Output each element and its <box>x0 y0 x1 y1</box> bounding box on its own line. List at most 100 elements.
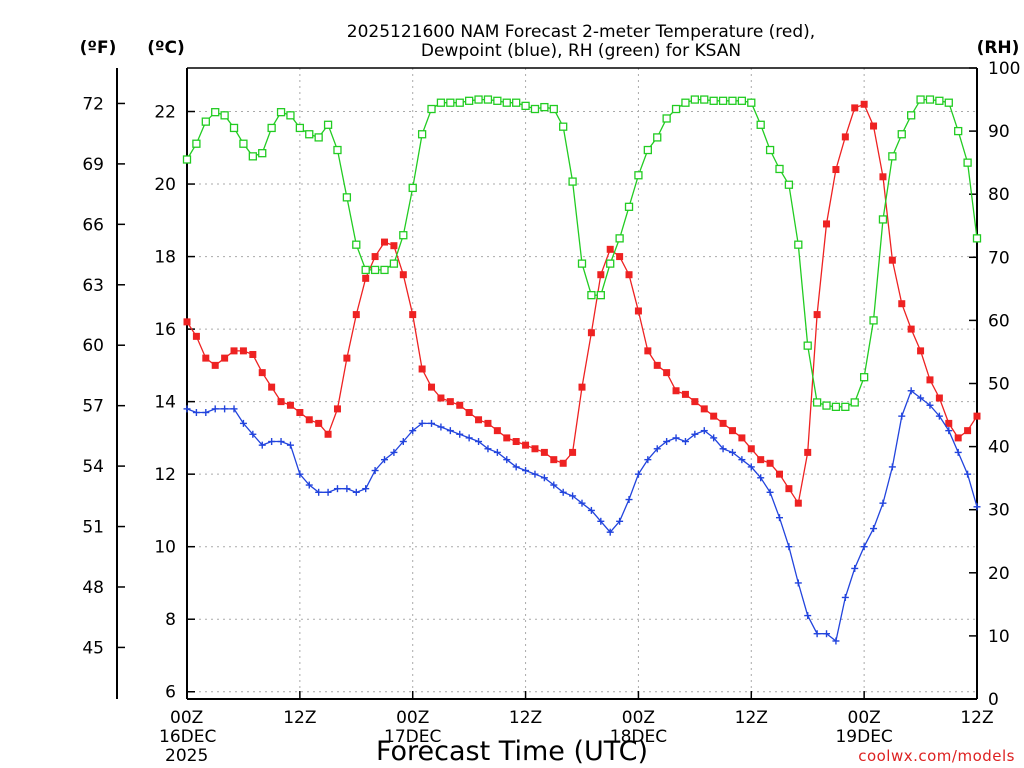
rh-point <box>606 259 615 268</box>
rh-point <box>502 98 511 107</box>
rh-point <box>446 98 455 107</box>
rh-point <box>624 202 634 211</box>
dewpoint-point <box>362 485 370 493</box>
rh-point <box>530 104 540 114</box>
watermark: coolwx.com/models <box>858 747 1015 765</box>
celsius-tick-label: 10 <box>154 538 176 558</box>
x-tick-label-time: 00Z <box>170 708 203 728</box>
temperature-point <box>550 456 558 464</box>
dewpoint-point <box>409 427 417 435</box>
dewpoint-point <box>249 430 257 438</box>
rh-tick-label: 60 <box>988 311 1010 331</box>
rh-point <box>211 108 220 117</box>
y-axis-celsius-label: (ºC) <box>147 38 185 58</box>
temperature-point <box>691 398 699 406</box>
rh-point <box>436 98 446 107</box>
rh-point <box>455 98 464 107</box>
x-tick-label-year: 2025 <box>165 746 208 766</box>
celsius-tick-label: 12 <box>154 465 176 485</box>
rh-point <box>192 139 201 148</box>
dewpoint-point <box>437 423 445 431</box>
rh-tick-label: 40 <box>988 438 1010 458</box>
rh-point <box>822 401 831 410</box>
rh-tick-label: 20 <box>988 564 1010 584</box>
rh-point <box>427 104 436 114</box>
temperature-point <box>653 361 661 369</box>
temperature-point <box>870 122 878 130</box>
temperature-point <box>249 350 257 358</box>
x-tick-label-date: 18DEC <box>610 727 667 747</box>
rh-point <box>276 108 286 117</box>
y-ticks-fahrenheit: 45 48 51 54 57 60 63 66 69 72 <box>82 94 125 658</box>
rh-tick-label: 80 <box>988 185 1010 205</box>
dewpoint-point <box>512 463 520 471</box>
rh-tick-label: 50 <box>988 375 1010 395</box>
temperature-point <box>559 459 567 467</box>
dewpoint-point <box>860 543 868 551</box>
temperature-point <box>747 445 755 453</box>
rh-point <box>464 96 474 105</box>
dewpoint-point <box>268 438 276 446</box>
temperature-point <box>239 347 247 355</box>
temperature-point <box>954 434 962 442</box>
rh-point <box>662 114 671 123</box>
fahrenheit-tick-label: 45 <box>82 638 104 658</box>
temperature-point <box>935 394 943 402</box>
temperature-point <box>333 405 341 413</box>
dewpoint-point <box>672 434 680 442</box>
temperature-point <box>484 419 492 427</box>
rh-point <box>559 122 568 131</box>
y-axis-rh-label: (RH) <box>977 38 1020 58</box>
temperature-point <box>776 470 783 478</box>
temperature-point <box>888 256 896 264</box>
temperature-point <box>606 245 614 253</box>
rh-point <box>182 155 192 164</box>
dewpoint-point <box>484 445 492 453</box>
chart-title-line1: 2025121600 NAM Forecast 2-meter Temperat… <box>347 22 815 42</box>
fahrenheit-tick-label: 72 <box>82 94 104 114</box>
rh-point <box>935 96 944 105</box>
x-tick-label-time: 12Z <box>735 708 768 728</box>
temperature-point <box>324 430 332 438</box>
chart-title-line2: Dewpoint (blue), RH (green) for KSAN <box>421 41 741 61</box>
dewpoint-point <box>719 445 727 453</box>
temperature-point <box>456 401 464 409</box>
dewpoint-point <box>202 409 210 417</box>
temperature-point <box>766 459 774 467</box>
rh-point <box>314 133 323 142</box>
rh-tick-label: 70 <box>988 248 1010 268</box>
fahrenheit-tick-label: 69 <box>82 155 104 175</box>
dewpoint-point <box>888 463 896 471</box>
rh-line <box>186 98 978 408</box>
celsius-tick-label: 16 <box>154 320 176 340</box>
temperature-point <box>663 369 671 377</box>
rh-point <box>775 164 784 174</box>
temperature-point <box>503 434 511 442</box>
dewpoint-point <box>418 419 426 427</box>
temperature-point <box>851 104 859 112</box>
temperature-point <box>437 394 445 402</box>
temperature-point <box>522 441 530 449</box>
temperature-point <box>813 311 821 319</box>
temperature-point <box>569 448 577 456</box>
dewpoint-point <box>700 427 708 435</box>
dewpoint-point <box>352 488 360 496</box>
temperature-point <box>898 300 906 308</box>
temperature-point <box>917 347 925 355</box>
rh-point <box>201 117 210 126</box>
rh-point <box>812 398 822 407</box>
fahrenheit-tick-label: 66 <box>82 215 104 235</box>
rh-point <box>333 145 342 155</box>
dewpoint-point <box>587 506 595 514</box>
temperature-point <box>446 398 454 406</box>
rh-point <box>389 259 399 268</box>
series-temperature <box>183 100 981 507</box>
dewpoint-point <box>324 488 332 496</box>
rh-point <box>229 123 239 133</box>
fahrenheit-tick-label: 48 <box>82 578 104 598</box>
temperature-point <box>578 383 586 391</box>
temperature-point <box>540 448 548 456</box>
dewpoint-point <box>475 438 483 446</box>
